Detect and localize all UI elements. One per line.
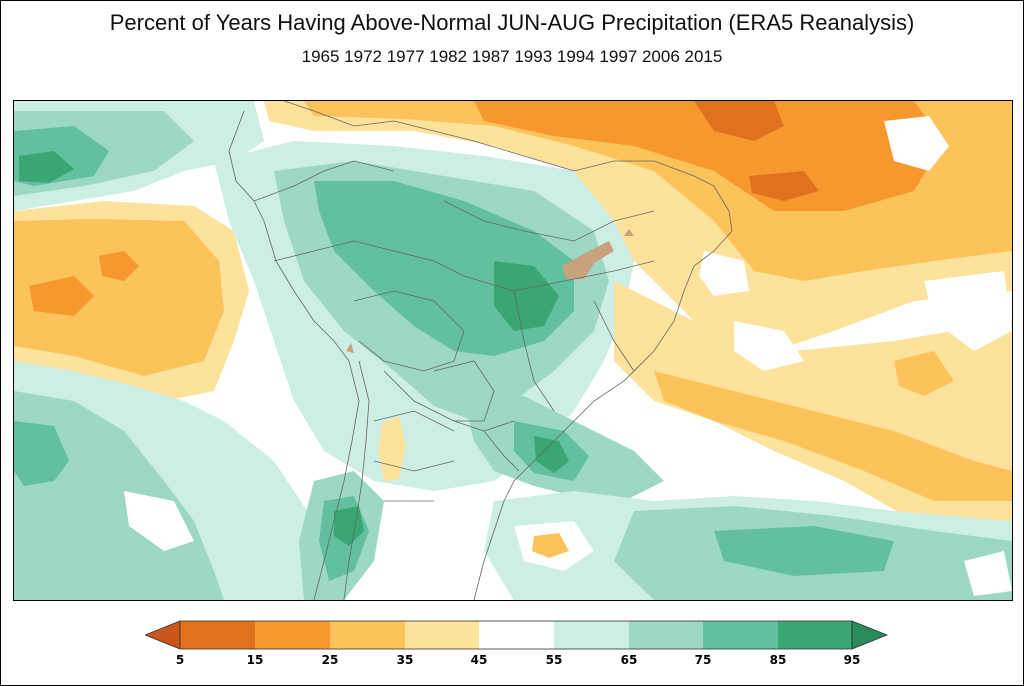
map-title: Percent of Years Having Above-Normal JUN… bbox=[109, 10, 915, 35]
colorbar-tick-label: 25 bbox=[321, 653, 339, 667]
map-subtitle-years: 1965 1972 1977 1982 1987 1993 1994 1997 … bbox=[301, 47, 723, 66]
region-white-satl-se bbox=[964, 551, 1012, 596]
border-uruguay bbox=[483, 430, 520, 472]
region-white-north-atl bbox=[884, 116, 949, 171]
colorbar-outline bbox=[179, 620, 853, 650]
region-white-satl-1 bbox=[924, 271, 1012, 351]
map-canvas bbox=[14, 101, 1012, 600]
border-brazil-states-3 bbox=[593, 300, 635, 372]
colorbar-under-extension bbox=[143, 620, 181, 650]
colorbar-tick-label: 85 bbox=[769, 653, 787, 667]
region-orange-pacific-2 bbox=[99, 251, 139, 281]
colorbar-bin-25-35 bbox=[330, 621, 405, 649]
border-brazil-states-2 bbox=[513, 290, 555, 412]
region-white-satl-2 bbox=[699, 251, 749, 296]
colorbar-bin-65-75 bbox=[629, 621, 703, 649]
colorbar: 5 15 25 35 45 55 65 75 85 95 bbox=[143, 620, 890, 680]
border-brazil-states-1 bbox=[463, 260, 655, 292]
colorbar-bin-15-25 bbox=[255, 621, 330, 649]
region-white-sepac bbox=[124, 491, 194, 551]
border-argentina-chile bbox=[343, 360, 370, 600]
coastline-south-america bbox=[228, 101, 733, 600]
colorbar-tick-label: 35 bbox=[396, 653, 414, 667]
region-orange-satl-south bbox=[532, 533, 569, 558]
border-paraguay bbox=[433, 360, 495, 422]
region-green-satl-south bbox=[714, 526, 894, 576]
colorbar-tick-label: 15 bbox=[246, 653, 264, 667]
colorbar-bar bbox=[143, 620, 889, 650]
border-brazil-states-4 bbox=[443, 200, 655, 242]
colorbar-bin-35-45 bbox=[405, 621, 479, 649]
colorbar-bin-5-15 bbox=[180, 621, 255, 649]
colorbar-tick-label: 55 bbox=[545, 653, 563, 667]
region-orange-pacific-1 bbox=[29, 276, 94, 316]
colorbar-bin-55-65 bbox=[554, 621, 629, 649]
border-peru-brazil bbox=[273, 240, 465, 277]
region-orange-north bbox=[474, 101, 944, 211]
colorbar-bin-45-55 bbox=[479, 621, 554, 649]
colorbar-tick-label: 5 bbox=[175, 653, 185, 667]
precipitation-map bbox=[13, 100, 1013, 601]
masked-land-small-1 bbox=[624, 229, 634, 236]
region-pale-orange-argentina bbox=[378, 416, 406, 481]
region-light-orange-satl bbox=[654, 371, 1012, 501]
border-bolivia bbox=[353, 290, 465, 372]
masked-land-cerrado bbox=[562, 241, 614, 279]
region-light-orange-pacific bbox=[14, 219, 224, 376]
border-colombia bbox=[253, 160, 395, 202]
colorbar-tick-label: 65 bbox=[620, 653, 638, 667]
masked-land-small-2 bbox=[346, 343, 354, 353]
region-dark-green-nw bbox=[19, 151, 74, 183]
region-dark-orange-north-1 bbox=[694, 101, 784, 141]
region-dark-green-laplata bbox=[534, 436, 569, 473]
border-argentina-provinces bbox=[373, 410, 455, 502]
region-green-sepac bbox=[14, 421, 69, 486]
colorbar-tick-label: 75 bbox=[694, 653, 712, 667]
region-light-orange-satl-2 bbox=[894, 351, 954, 396]
region-dark-green-amazon bbox=[494, 261, 559, 331]
colorbar-bin-75-85 bbox=[703, 621, 778, 649]
country-borders bbox=[228, 101, 733, 600]
region-white-satl-3 bbox=[734, 321, 804, 371]
border-argentina-north bbox=[383, 370, 515, 432]
colorbar-over-extension bbox=[851, 620, 889, 650]
region-dark-orange-north-2 bbox=[749, 171, 819, 201]
colorbar-tick-label: 45 bbox=[470, 653, 488, 667]
colorbar-tick-label: 95 bbox=[843, 653, 861, 667]
colorbar-bin-85-95 bbox=[778, 621, 852, 649]
